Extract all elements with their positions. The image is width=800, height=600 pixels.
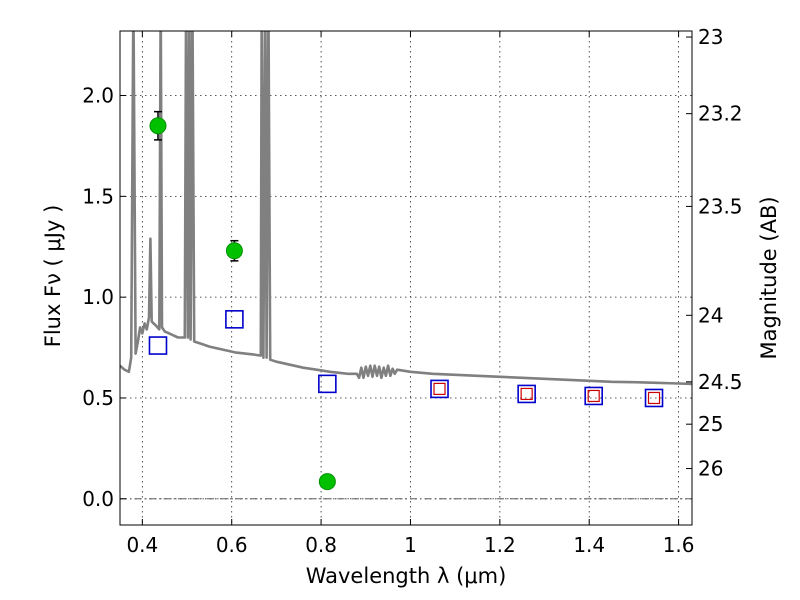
x-tick-label: 0.8 (305, 533, 337, 557)
y-tick-label: 1.0 (82, 285, 114, 309)
observed-flux-point (225, 242, 243, 260)
nir-flux-square (520, 387, 533, 401)
data-markers (148, 110, 664, 491)
nir-flux-square (587, 389, 600, 403)
model-flux-square (148, 336, 168, 355)
x-axis-label: Wavelength λ (μm) (306, 564, 507, 588)
y-tick-label: 1.5 (82, 184, 114, 208)
magnitude-tick-label: 24.5 (698, 370, 743, 394)
nir-flux-square (433, 382, 446, 395)
sed-template-path (120, 31, 692, 386)
magnitude-tick-label: 24 (698, 303, 723, 327)
x-tick-label: 0.6 (216, 533, 248, 557)
observed-flux-point (149, 117, 167, 135)
y-tick-label: 0.5 (82, 386, 114, 410)
magnitude-tick-label: 25 (698, 412, 723, 436)
magnitude-tick-label: 23.5 (698, 194, 743, 218)
y-tick-label: 2.0 (82, 84, 114, 108)
model-flux-square (225, 310, 244, 329)
nir-flux-square (647, 391, 661, 405)
x-tick-label: 1 (404, 533, 417, 557)
x-tick-label: 1.4 (573, 533, 605, 557)
x-tick-label: 1.2 (484, 533, 516, 557)
model-flux-square (644, 388, 664, 408)
y-axis-label: Flux Fν ( μJy ) (41, 205, 65, 348)
observed-flux-point (318, 473, 336, 491)
gridlines (120, 31, 692, 525)
magnitude-tick-label: 23.2 (698, 102, 743, 126)
plot-frame (119, 30, 693, 526)
axis-ticks: 0.4 0.6 0.8 1 1.2 1.4 1.6 0.0 0.5 1.0 1.5 2.0 23 23.2… (82, 25, 742, 557)
x-tick-label: 1.6 (663, 533, 695, 557)
x-tick-label: 0.4 (126, 533, 158, 557)
magnitude-tick-label: 23 (698, 25, 723, 49)
model-flux-square (584, 386, 603, 406)
sed-template-line (120, 31, 692, 386)
magnitude-tick-label: 26 (698, 457, 723, 481)
model-flux-square (318, 374, 337, 394)
y-tick-label: 0.0 (82, 487, 114, 511)
model-flux-square (517, 384, 536, 404)
magnitude-axis-label: Magnitude (AB) (757, 196, 781, 359)
model-flux-square (430, 379, 449, 399)
